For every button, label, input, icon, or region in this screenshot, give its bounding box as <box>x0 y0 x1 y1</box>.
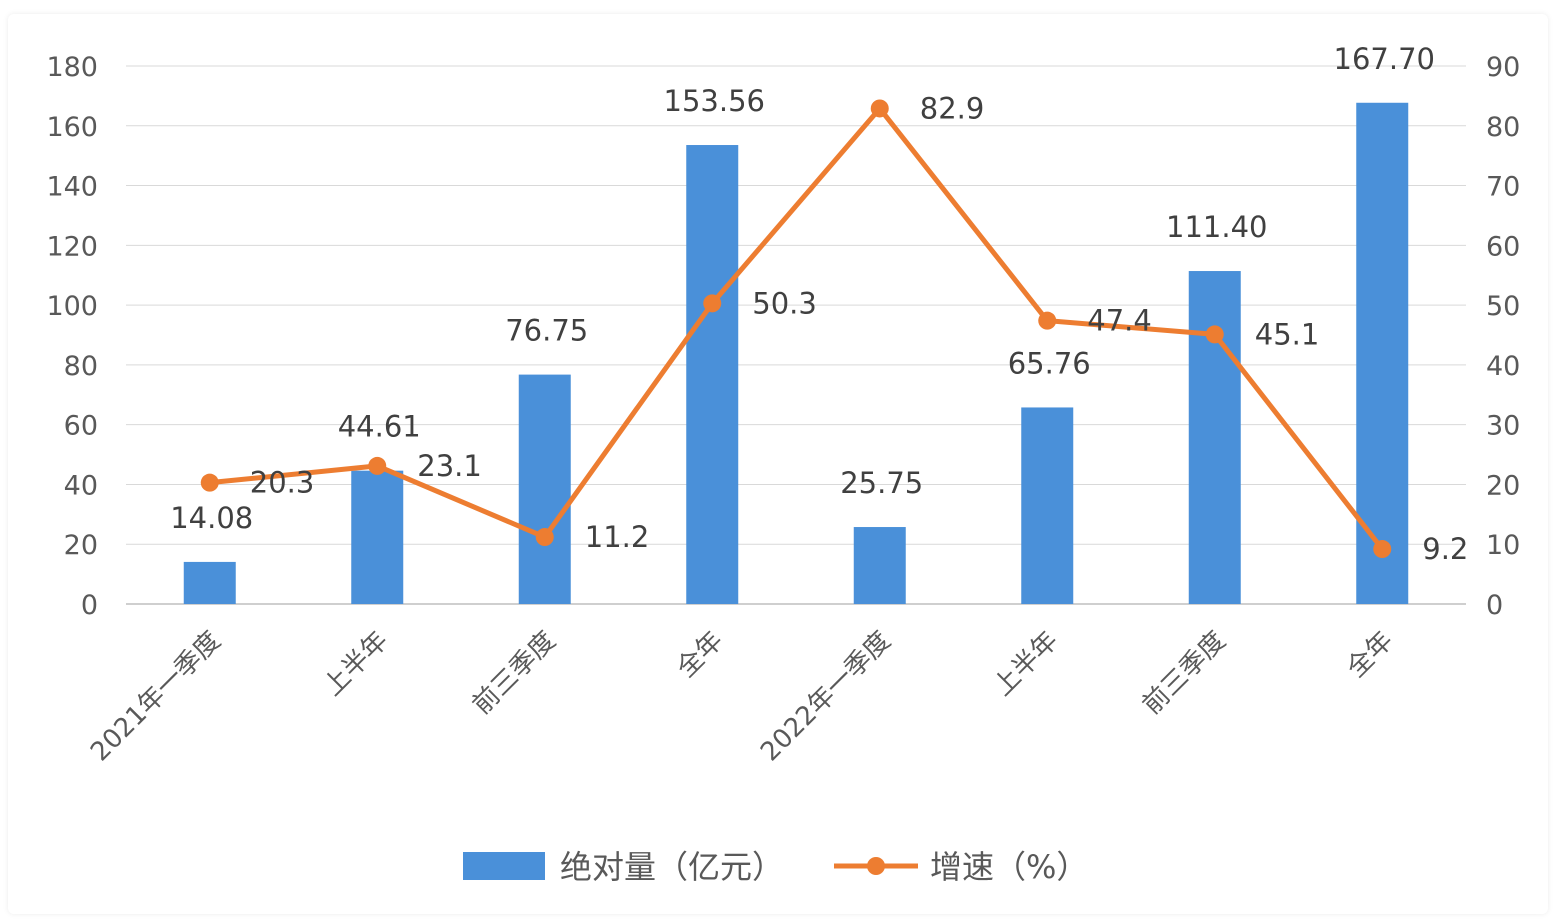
bar-series <box>183 102 1409 604</box>
line-value-label: 45.1 <box>1255 317 1320 351</box>
category-label: 2021年一季度 <box>85 626 227 768</box>
right-tick-label: 40 <box>1486 351 1520 382</box>
line-value-label: 9.2 <box>1422 532 1468 566</box>
bar <box>1356 102 1409 604</box>
bar-value-label: 25.75 <box>840 466 923 500</box>
bar <box>1021 407 1074 604</box>
legend-label-bar: 绝对量（亿元） <box>560 848 784 886</box>
right-axis-ticks: 0 10 20 30 40 50 60 70 80 90 <box>1486 52 1520 621</box>
category-label: 前三季度 <box>467 626 562 721</box>
line-value-label: 47.4 <box>1087 304 1152 338</box>
left-tick-label: 180 <box>46 52 98 83</box>
right-tick-label: 50 <box>1486 291 1520 322</box>
line-series <box>200 99 1392 559</box>
category-label: 上半年 <box>988 626 1064 702</box>
line-point <box>368 456 387 475</box>
right-tick-label: 10 <box>1486 530 1520 561</box>
left-tick-label: 160 <box>46 112 98 143</box>
line-point <box>1038 311 1057 330</box>
line-value-label: 82.9 <box>920 91 985 125</box>
bar <box>853 527 906 604</box>
line-point <box>703 294 722 313</box>
line-point <box>1205 325 1224 344</box>
line-point <box>1373 540 1392 559</box>
bar <box>518 374 571 604</box>
category-label: 2022年一季度 <box>755 626 897 768</box>
left-tick-label: 40 <box>64 470 98 501</box>
bar-value-label: 111.40 <box>1166 210 1267 244</box>
category-labels: 2021年一季度 上半年 前三季度 全年 2022年一季度 上半年 前三季度 全年 <box>85 626 1399 768</box>
bar-value-label: 76.75 <box>505 314 588 348</box>
category-label: 全年 <box>671 626 729 684</box>
right-tick-label: 20 <box>1486 470 1520 501</box>
left-tick-label: 140 <box>46 172 98 203</box>
right-tick-label: 60 <box>1486 231 1520 262</box>
right-tick-label: 30 <box>1486 411 1520 442</box>
growth-line <box>209 105 1385 551</box>
bar-value-label: 167.70 <box>1334 42 1435 76</box>
left-tick-label: 100 <box>46 291 98 322</box>
bar <box>686 145 739 604</box>
line-point <box>870 99 889 118</box>
bar-value-label: 44.61 <box>338 410 421 444</box>
legend-marker-icon <box>867 857 885 875</box>
left-tick-label: 120 <box>46 231 98 262</box>
data-labels: 14.08 44.61 76.75 153.56 25.75 65.76 111.40 167… <box>170 42 1468 566</box>
bar-value-label: 14.08 <box>170 501 253 535</box>
bar-value-label: 65.76 <box>1008 346 1091 380</box>
chart-container: 0 20 40 60 80 100 120 140 160 180 0 10 20 30 40 50 60 70… <box>8 14 1548 914</box>
category-label: 前三季度 <box>1137 626 1232 721</box>
left-tick-label: 20 <box>64 530 98 561</box>
line-value-label: 20.3 <box>250 466 315 500</box>
gridlines <box>126 65 1466 605</box>
left-tick-label: 0 <box>81 590 98 621</box>
right-tick-label: 90 <box>1486 52 1520 83</box>
line-value-label: 11.2 <box>585 520 650 554</box>
left-axis-ticks: 0 20 40 60 80 100 120 140 160 180 <box>46 52 98 621</box>
line-point <box>200 473 219 492</box>
legend: 绝对量（亿元） 增速（%） <box>463 848 1088 886</box>
bar <box>183 561 236 604</box>
line-value-label: 23.1 <box>417 449 482 483</box>
right-tick-label: 0 <box>1486 590 1503 621</box>
bar <box>351 470 404 604</box>
line-point <box>535 528 554 547</box>
bar <box>1188 271 1241 604</box>
left-tick-label: 80 <box>64 351 98 382</box>
left-tick-label: 60 <box>64 411 98 442</box>
combo-chart: 0 20 40 60 80 100 120 140 160 180 0 10 20 30 40 50 60 70… <box>46 42 1520 886</box>
line-value-label: 50.3 <box>752 286 817 320</box>
category-label: 上半年 <box>318 626 394 702</box>
right-tick-label: 80 <box>1486 112 1520 143</box>
bar-value-label: 153.56 <box>664 84 765 118</box>
right-tick-label: 70 <box>1486 172 1520 203</box>
category-label: 全年 <box>1341 626 1399 684</box>
legend-bar-swatch-icon <box>463 852 545 880</box>
legend-label-line: 增速（%） <box>930 848 1088 886</box>
